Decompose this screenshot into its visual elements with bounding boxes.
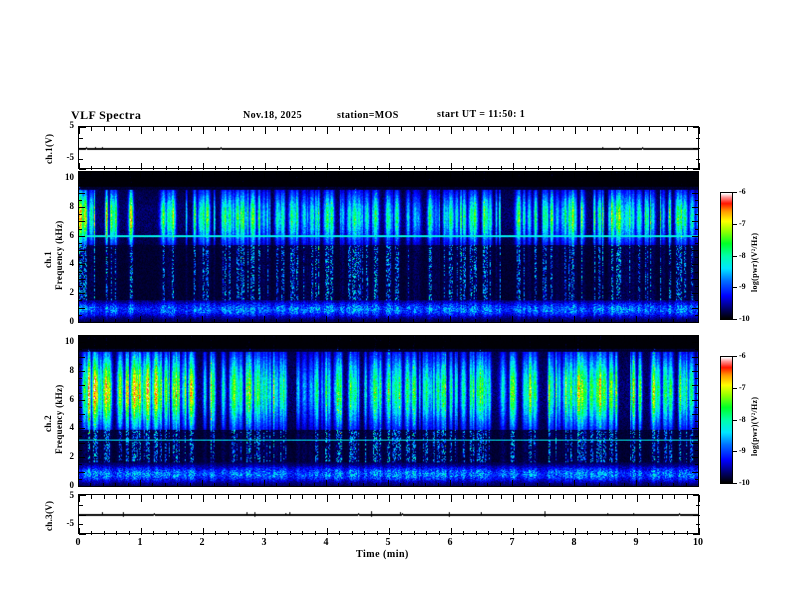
colorbar-tick-m9: -9	[739, 282, 746, 291]
colorbar-tick-mark	[733, 483, 737, 484]
start-ut-label: start UT = 11:50: 1	[437, 109, 526, 120]
ch1-colorbar-label: log(pwr)(V²/Hz)	[750, 232, 759, 292]
ch1-volt-tick-m5: -5	[66, 152, 75, 162]
observation-date: Nov.18, 2025	[243, 110, 302, 121]
freq-tick-10: 10	[65, 172, 74, 182]
x-tick-2: 2	[199, 537, 205, 548]
colorbar-tick-m7: -7	[739, 219, 746, 228]
colorbar-tick-m10: -10	[739, 478, 750, 487]
ch1-volt-tick-5: 5	[69, 120, 75, 130]
x-tick-8: 8	[571, 537, 577, 548]
colorbar-tick-mark	[733, 356, 737, 357]
ch1-colorbar	[720, 192, 733, 320]
colorbar-tick-mark	[733, 451, 737, 452]
freq-tick-0: 0	[69, 316, 75, 326]
freq-tick-6: 6	[69, 394, 75, 404]
colorbar-tick-mark	[733, 256, 737, 257]
x-tick-1: 1	[137, 537, 143, 548]
colorbar-tick-mark	[733, 224, 737, 225]
x-tick-4: 4	[323, 537, 329, 548]
freq-tick-2: 2	[69, 451, 75, 461]
ch2-colorbar-label: log(pwr)(V²/Hz)	[750, 396, 759, 456]
freq-tick-4: 4	[69, 422, 75, 432]
freq-tick-8: 8	[69, 201, 75, 211]
colorbar-tick-m6: -6	[739, 351, 746, 360]
x-tick-7: 7	[509, 537, 515, 548]
freq-tick-2: 2	[69, 287, 75, 297]
freq-tick-10: 10	[65, 336, 74, 346]
colorbar-tick-m8: -8	[739, 415, 746, 424]
ch1-spectrogram-panel	[78, 171, 699, 323]
x-tick-0: 0	[75, 537, 81, 548]
page-title: VLF Spectra	[71, 108, 142, 122]
freq-tick-0: 0	[69, 480, 75, 490]
ch1-voltage-panel	[78, 126, 700, 170]
colorbar-tick-mark	[733, 192, 737, 193]
x-axis-title: Time (min)	[356, 549, 409, 560]
freq-tick-6: 6	[69, 230, 75, 240]
ch1-voltage-axis-label: ch.1(V)	[44, 133, 54, 164]
ch3-volt-tick-m5: -5	[66, 518, 75, 528]
x-tick-9: 9	[633, 537, 639, 548]
colorbar-tick-m9: -9	[739, 446, 746, 455]
colorbar-tick-m6: -6	[739, 187, 746, 196]
colorbar-tick-mark	[733, 420, 737, 421]
ch2-colorbar	[720, 356, 733, 484]
station-label: station=MOS	[337, 110, 399, 121]
colorbar-tick-m10: -10	[739, 314, 750, 323]
x-tick-6: 6	[447, 537, 453, 548]
ch2-spec-axis-label-top: ch.2	[43, 415, 53, 432]
ch3-voltage-panel	[78, 494, 700, 535]
freq-tick-4: 4	[69, 258, 75, 268]
colorbar-tick-mark	[733, 388, 737, 389]
colorbar-tick-mark	[733, 319, 737, 320]
x-tick-5: 5	[385, 537, 391, 548]
ch1-spec-axis-label-top: ch.1	[43, 251, 53, 268]
colorbar-tick-mark	[733, 287, 737, 288]
colorbar-tick-m8: -8	[739, 251, 746, 260]
x-tick-10: 10	[693, 537, 703, 548]
ch3-volt-tick-5: 5	[69, 490, 75, 500]
ch2-spectrogram-panel	[78, 335, 699, 487]
colorbar-tick-m7: -7	[739, 383, 746, 392]
freq-tick-8: 8	[69, 365, 75, 375]
ch3-voltage-axis-label: ch.3(V)	[44, 500, 54, 531]
x-tick-3: 3	[261, 537, 267, 548]
